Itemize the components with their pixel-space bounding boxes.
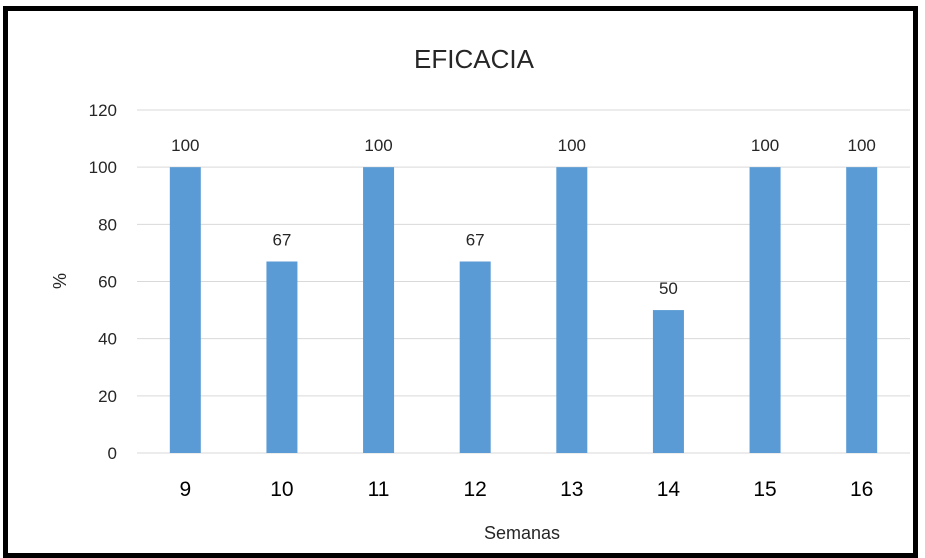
data-label: 100 [751, 136, 779, 155]
bar [266, 261, 298, 453]
data-label: 67 [466, 230, 485, 249]
data-label: 100 [848, 136, 876, 155]
data-label: 100 [558, 136, 586, 155]
x-axis-ticks: 9 10 11 12 13 14 15 16 [179, 478, 873, 501]
data-label: 100 [364, 136, 392, 155]
bar [749, 167, 781, 453]
x-tick-label: 11 [368, 478, 390, 501]
y-axis-ticks: 0 20 40 60 80 100 120 [89, 101, 117, 463]
x-tick-label: 15 [753, 478, 776, 501]
data-label: 100 [171, 136, 199, 155]
x-tick-label: 14 [657, 478, 681, 501]
data-label: 67 [272, 230, 291, 249]
y-tick-label: 40 [98, 330, 117, 349]
data-labels: 100 67 100 67 100 50 100 100 [171, 136, 876, 298]
x-axis-label: Semanas [484, 523, 560, 543]
chart-title: EFICACIA [414, 44, 535, 74]
y-tick-label: 120 [89, 101, 117, 120]
bar [363, 167, 395, 453]
data-label: 50 [659, 279, 678, 298]
x-tick-label: 13 [560, 478, 583, 501]
bars [169, 167, 878, 453]
y-tick-label: 60 [98, 273, 117, 292]
bar [556, 167, 588, 453]
x-tick-label: 9 [179, 478, 191, 501]
x-tick-label: 10 [270, 478, 293, 501]
x-tick-label: 16 [850, 478, 873, 501]
y-tick-label: 100 [89, 158, 117, 177]
y-axis-label: % [50, 273, 70, 289]
y-tick-label: 0 [108, 444, 117, 463]
bar [459, 261, 491, 453]
bar [652, 310, 684, 453]
y-tick-label: 80 [98, 215, 117, 234]
bar [169, 167, 201, 453]
x-tick-label: 12 [464, 478, 487, 501]
gridlines [137, 109, 910, 454]
y-tick-label: 20 [98, 387, 117, 406]
bar [846, 167, 878, 453]
